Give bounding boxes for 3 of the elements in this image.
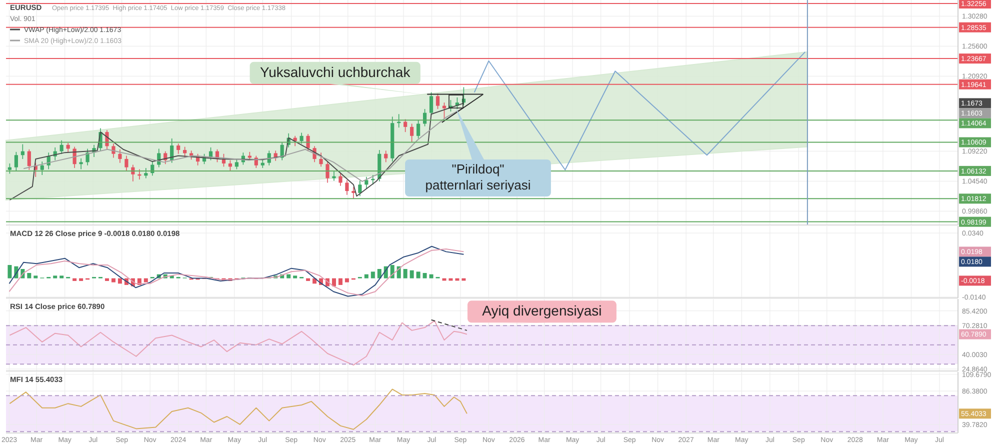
annotation: "Pirildoq" patternlari seriyasi — [425, 162, 531, 192]
annotation: Ayiq divergensiyasi — [482, 302, 602, 319]
annotation: Yuksaluvchi uchburchak — [260, 64, 412, 80]
